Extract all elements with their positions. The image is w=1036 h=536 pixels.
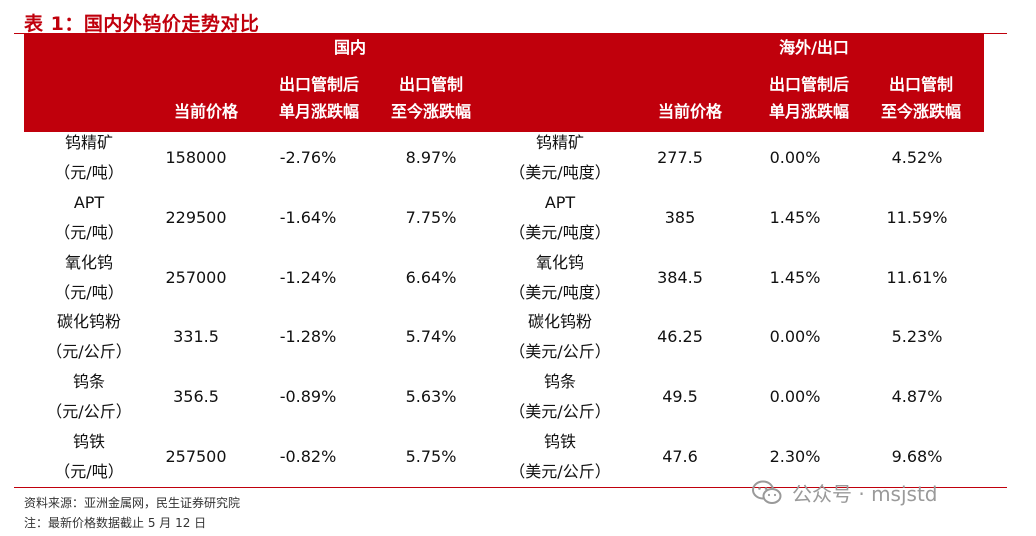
table-header: 国内 海外/出口 当前价格 出口管制后 单月涨跌幅 出口管制 至今涨跌幅 当前价… <box>24 33 984 132</box>
o-price: 384.5 <box>657 268 703 287</box>
source-note: 资料来源：亚洲金属网，民生证券研究院 <box>24 496 241 510</box>
d-price: 356.5 <box>173 387 219 406</box>
d-month-change: -0.89% <box>279 387 337 406</box>
o-product-name: 钨精矿 <box>535 133 584 152</box>
o-product-unit: （美元/公斤） <box>509 342 611 361</box>
d-month-change: -1.64% <box>279 208 337 227</box>
header-d-month-1: 出口管制后 <box>278 75 359 94</box>
header-o-total-1: 出口管制 <box>888 75 953 94</box>
header-o-total-2: 至今涨跌幅 <box>880 102 961 121</box>
d-price: 229500 <box>165 208 227 227</box>
d-month-change: -1.28% <box>279 327 337 346</box>
header-d-total-2: 至今涨跌幅 <box>390 102 471 121</box>
o-price: 47.6 <box>662 447 698 466</box>
header-o-month-2: 单月涨跌幅 <box>768 102 849 121</box>
o-product-unit: （美元/吨度） <box>509 163 611 182</box>
d-price: 257000 <box>165 268 227 287</box>
d-product-name: 氧化钨 <box>64 253 113 272</box>
o-price: 46.25 <box>657 327 703 346</box>
o-total-change: 4.87% <box>891 387 943 406</box>
d-product-unit: （元/吨） <box>54 462 124 481</box>
d-product-unit: （元/吨） <box>54 163 124 182</box>
bottom-divider <box>14 487 1007 488</box>
o-total-change: 11.59% <box>886 208 948 227</box>
d-price: 331.5 <box>173 327 219 346</box>
o-product-name: 钨铁 <box>543 432 576 451</box>
d-product-name: 钨铁 <box>72 432 105 451</box>
date-note: 注：最新价格数据截止 5 月 12 日 <box>24 516 207 530</box>
d-month-change: -0.82% <box>279 447 337 466</box>
o-price: 49.5 <box>662 387 698 406</box>
o-product-unit: （美元/公斤） <box>509 462 611 481</box>
o-total-change: 5.23% <box>891 327 943 346</box>
wechat-icon <box>752 480 782 504</box>
d-total-change: 7.75% <box>405 208 457 227</box>
d-month-change: -1.24% <box>279 268 337 287</box>
o-product-unit: （美元/吨度） <box>509 223 611 242</box>
o-price: 385 <box>664 208 696 227</box>
o-product-name: 碳化钨粉 <box>527 312 592 331</box>
o-month-change: 0.00% <box>769 327 821 346</box>
header-d-price: 当前价格 <box>173 102 238 121</box>
o-product-unit: （美元/吨度） <box>509 283 611 302</box>
d-month-change: -2.76% <box>279 148 337 167</box>
header-overseas: 海外/出口 <box>779 38 849 57</box>
d-product-name: 碳化钨粉 <box>56 312 121 331</box>
o-total-change: 11.61% <box>886 268 948 287</box>
header-o-month-1: 出口管制后 <box>768 75 849 94</box>
d-total-change: 6.64% <box>405 268 457 287</box>
d-total-change: 5.75% <box>405 447 457 466</box>
o-month-change: 1.45% <box>769 208 821 227</box>
o-total-change: 4.52% <box>891 148 943 167</box>
d-product-unit: （元/吨） <box>54 283 124 302</box>
header-d-month-2: 单月涨跌幅 <box>278 102 359 121</box>
d-price: 257500 <box>165 447 227 466</box>
watermark-text: 公众号 · msjstd <box>792 482 938 506</box>
o-product-name: 钨条 <box>543 372 576 391</box>
d-product-name: APT <box>73 193 105 212</box>
table-title: 表 1：国内外钨价走势对比 <box>24 13 260 35</box>
d-total-change: 5.63% <box>405 387 457 406</box>
o-month-change: 2.30% <box>769 447 821 466</box>
o-month-change: 0.00% <box>769 387 821 406</box>
header-d-total-1: 出口管制 <box>398 75 463 94</box>
d-total-change: 5.74% <box>405 327 457 346</box>
o-month-change: 0.00% <box>769 148 821 167</box>
header-o-price: 当前价格 <box>657 102 722 121</box>
d-price: 158000 <box>165 148 227 167</box>
o-total-change: 9.68% <box>891 447 943 466</box>
o-month-change: 1.45% <box>769 268 821 287</box>
d-product-unit: （元/公斤） <box>46 402 132 421</box>
watermark: 公众号 · msjstd <box>752 478 938 507</box>
o-product-unit: （美元/公斤） <box>509 402 611 421</box>
header-domestic: 国内 <box>333 38 366 57</box>
o-product-name: 氧化钨 <box>535 253 584 272</box>
d-product-unit: （元/吨） <box>54 223 124 242</box>
d-total-change: 8.97% <box>405 148 457 167</box>
d-product-name: 钨精矿 <box>64 133 113 152</box>
d-product-name: 钨条 <box>72 372 105 391</box>
o-product-name: APT <box>544 193 576 212</box>
o-price: 277.5 <box>657 148 703 167</box>
d-product-unit: （元/公斤） <box>46 342 132 361</box>
